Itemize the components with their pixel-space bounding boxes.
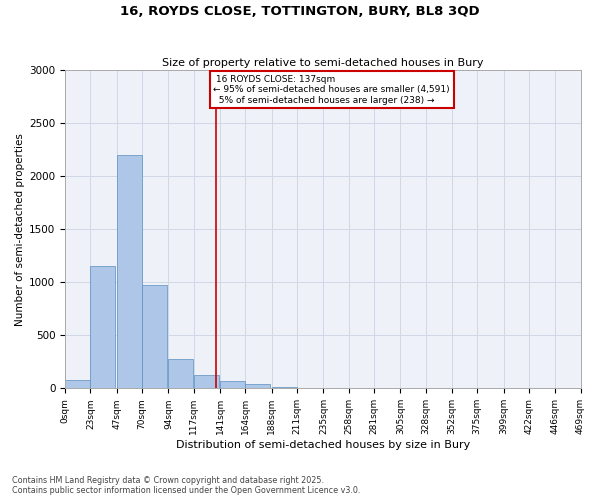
Text: 16 ROYDS CLOSE: 137sqm
← 95% of semi-detached houses are smaller (4,591)
  5% of: 16 ROYDS CLOSE: 137sqm ← 95% of semi-det… — [214, 75, 450, 104]
Bar — [142, 285, 167, 389]
Bar — [117, 155, 142, 388]
Title: Size of property relative to semi-detached houses in Bury: Size of property relative to semi-detach… — [162, 58, 484, 68]
X-axis label: Distribution of semi-detached houses by size in Bury: Distribution of semi-detached houses by … — [176, 440, 470, 450]
Bar — [91, 266, 115, 388]
Y-axis label: Number of semi-detached properties: Number of semi-detached properties — [15, 133, 25, 326]
Bar — [220, 382, 245, 388]
Text: 16, ROYDS CLOSE, TOTTINGTON, BURY, BL8 3QD: 16, ROYDS CLOSE, TOTTINGTON, BURY, BL8 3… — [120, 5, 480, 18]
Text: Contains HM Land Registry data © Crown copyright and database right 2025.
Contai: Contains HM Land Registry data © Crown c… — [12, 476, 361, 495]
Bar — [169, 359, 193, 388]
Bar — [245, 384, 271, 388]
Bar — [65, 380, 90, 388]
Bar — [194, 375, 219, 388]
